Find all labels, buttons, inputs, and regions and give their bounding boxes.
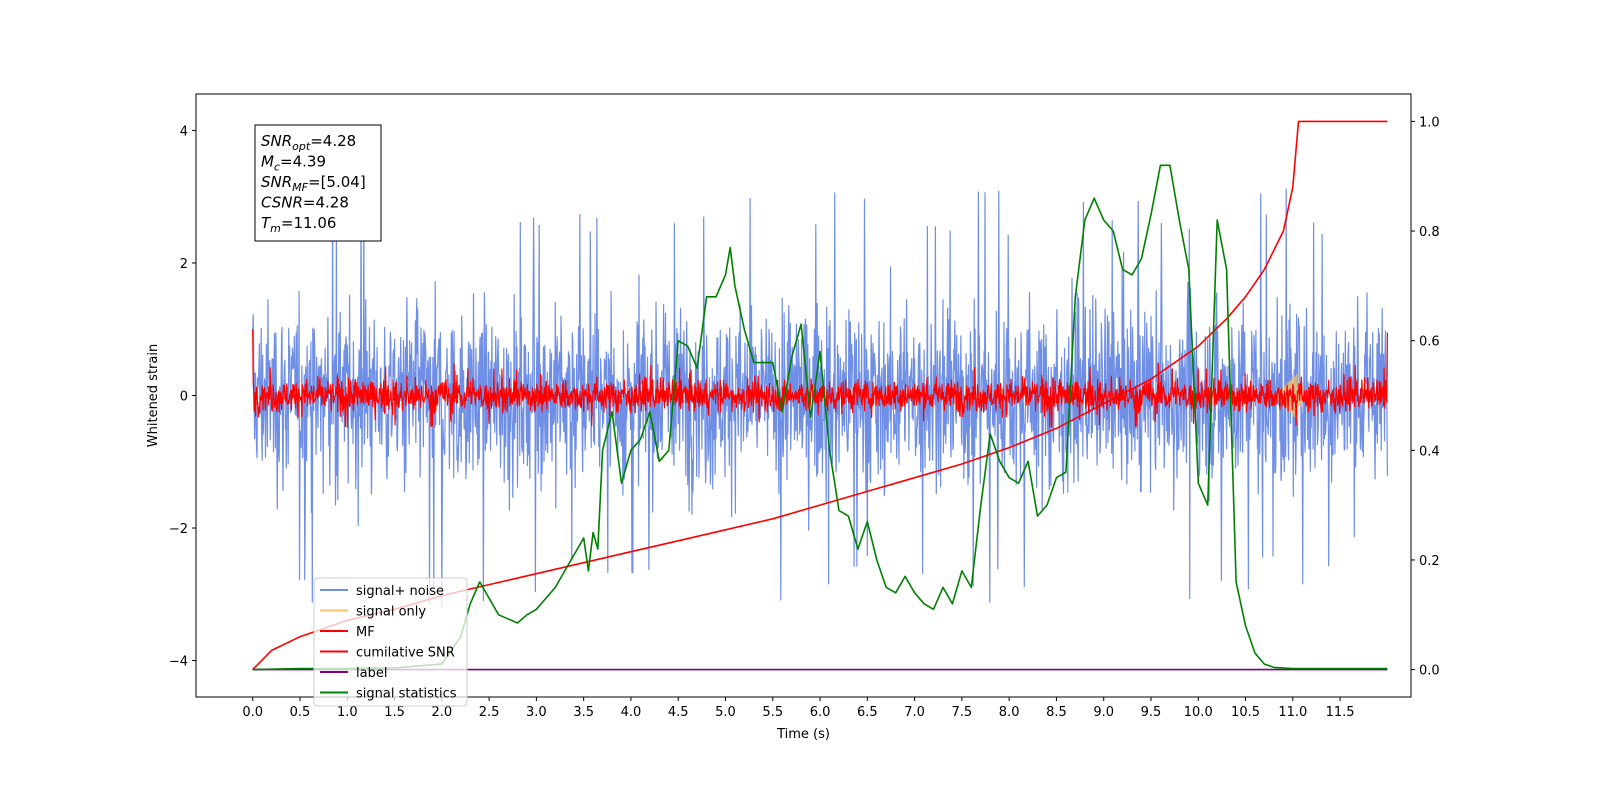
x-tick-label: 5.5 [762,705,783,720]
x-tick-label: 6.0 [810,705,831,720]
x-tick-label: 7.5 [952,705,973,720]
x-tick-label: 10.5 [1231,705,1260,720]
x-tick-label: 11.0 [1278,705,1307,720]
x-tick-label: 0.5 [290,705,311,720]
x-tick-label: 7.0 [904,705,925,720]
x-tick-label: 0.0 [242,705,263,720]
legend-label: label [356,666,387,681]
x-tick-label: 5.0 [715,705,736,720]
y-right-tick-label: 0.0 [1419,664,1440,679]
legend-item: label [320,666,387,681]
y-right-tick-label: 0.2 [1419,554,1440,569]
y-axis-left: −4 −2 0 2 4 [169,124,196,670]
y-tick-label: 0 [180,390,188,405]
x-tick-label: 2.0 [431,705,452,720]
x-tick-label: 8.5 [1046,705,1067,720]
legend-label: signal+ noise [356,584,444,599]
annotation-line: CSNR=4.28 [261,194,349,212]
series-1-line [1273,374,1303,421]
y-axis-label: Whitened strain [146,344,161,447]
legend-label: signal only [356,605,426,620]
legend-item: signal only [320,605,426,620]
legend: signal+ noise signal only MF cumilative SNR… [313,577,468,707]
x-tick-label: 1.5 [384,705,405,720]
annotation-line: Mc=4.39 [261,153,326,174]
x-tick-label: 4.5 [668,705,689,720]
legend-item: MF [320,625,375,640]
x-axis-label: Time (s) [776,727,830,742]
y-right-tick-label: 1.0 [1419,115,1440,130]
annotation-line: Tm=11.06 [261,214,336,235]
legend-label: cumilative SNR [356,646,455,661]
x-tick-label: 9.5 [1141,705,1162,720]
y-tick-label: 4 [180,124,188,139]
x-axis: 0.0 0.5 1.0 1.5 2.0 2.5 3.0 3.5 4.0 4.5 5.0 5.5 6.0 6… [242,697,1355,720]
annotation-line: SNRopt=4.28 [261,132,356,153]
legend-item: signal+ noise [320,584,444,599]
legend-item: cumilative SNR [320,646,455,661]
y-axis-right: 0.0 0.2 0.4 0.6 0.8 1.0 [1411,115,1440,679]
y-tick-label: −2 [169,522,188,537]
y-tick-label: −4 [169,655,188,670]
annotation-line: SNRMF=[5.04] [261,173,366,194]
y-tick-label: 2 [180,257,188,272]
x-tick-label: 9.0 [1093,705,1114,720]
y-right-tick-label: 0.4 [1419,444,1440,459]
legend-item: signal statistics [320,687,457,702]
legend-label: signal statistics [356,687,457,702]
annotation-frame [254,124,382,242]
x-tick-label: 11.5 [1326,705,1355,720]
x-tick-label: 1.0 [337,705,358,720]
x-tick-label: 3.0 [526,705,547,720]
series-2-line [252,329,1388,428]
x-tick-label: 4.0 [621,705,642,720]
x-tick-label: 8.0 [999,705,1020,720]
series-5-line [252,164,1388,671]
x-tick-label: 3.5 [573,705,594,720]
y-right-tick-label: 0.8 [1419,225,1440,240]
legend-frame [313,577,468,707]
x-tick-label: 10.0 [1184,705,1213,720]
x-tick-label: 6.5 [857,705,878,720]
y-right-tick-label: 0.6 [1419,335,1440,350]
x-tick-label: 2.5 [479,705,500,720]
legend-label: MF [356,625,375,640]
